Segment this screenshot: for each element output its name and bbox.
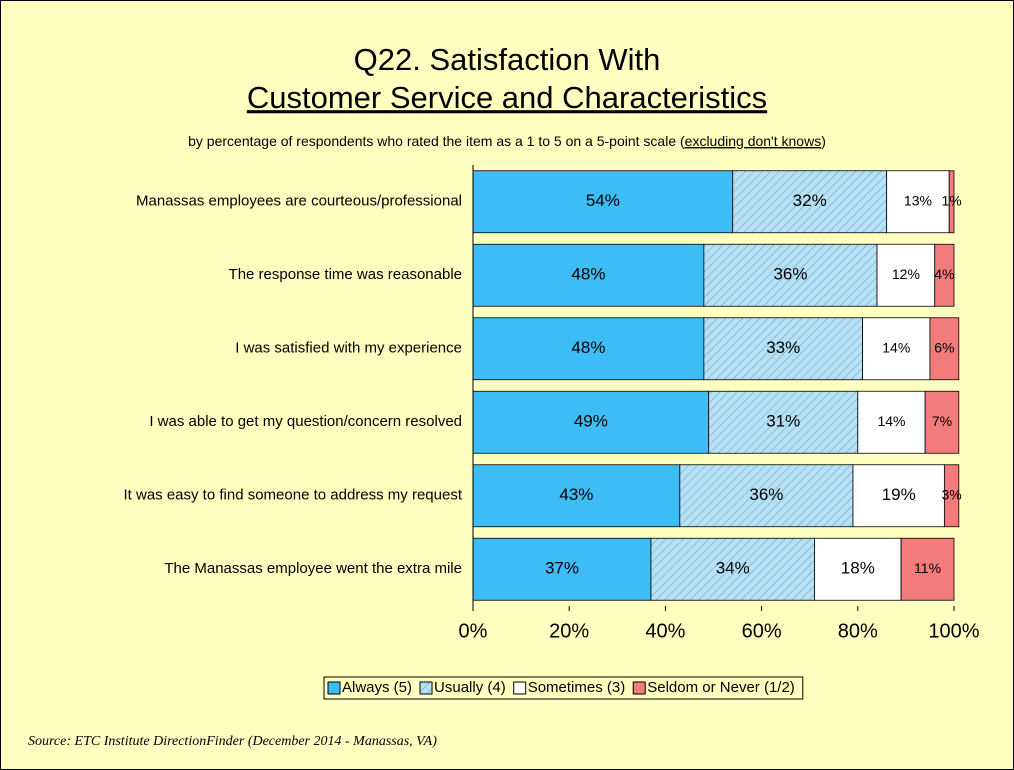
data-label: 1% (941, 192, 961, 208)
data-label: 34% (716, 559, 750, 578)
legend-label: Always (5) (342, 679, 412, 696)
bar-segment (679, 464, 854, 528)
chart-title: Customer Service and Characteristics (247, 80, 767, 115)
bar-segment (472, 243, 705, 307)
source: Source: ETC Institute DirectionFinder (D… (28, 734, 437, 749)
y-tick-label: I was satisfied with my experience (235, 340, 462, 357)
bar-segment (650, 537, 815, 601)
x-tick-label: 60% (742, 620, 782, 642)
bar-segment (708, 390, 859, 454)
bar-segment (814, 537, 902, 601)
bar-segment (943, 464, 960, 528)
data-label: 14% (877, 413, 905, 429)
data-label: 3% (941, 486, 961, 502)
bar-segment (876, 243, 936, 307)
y-tick-label: The Manassas employee went the extra mil… (164, 560, 462, 577)
x-tick-label: 20% (549, 620, 589, 642)
y-tick-label: Manassas employees are courteous/profess… (136, 193, 462, 210)
data-label: 13% (904, 192, 932, 208)
x-tick-label: 0% (459, 620, 488, 642)
bar-segment (703, 243, 878, 307)
data-label: 6% (934, 339, 954, 355)
data-label: 32% (793, 191, 827, 210)
data-label: 43% (559, 485, 593, 504)
bar-segment (900, 537, 955, 601)
x-tick-label: 80% (838, 620, 878, 642)
bar-segment (703, 317, 864, 381)
x-tick-label: 100% (928, 620, 979, 642)
data-label: 31% (766, 412, 800, 431)
bar-segment (472, 170, 734, 234)
bar-segment (852, 464, 945, 528)
y-tick-label: I was able to get my question/concern re… (149, 413, 462, 430)
legend-swatch (327, 681, 341, 695)
data-label: 54% (586, 191, 620, 210)
data-label: 12% (892, 266, 920, 282)
y-tick-label: It was easy to find someone to address m… (123, 487, 462, 504)
data-label: 33% (766, 338, 800, 357)
data-label: 18% (841, 559, 875, 578)
data-label: 49% (574, 412, 608, 431)
bar-segment (886, 170, 950, 234)
data-label: 4% (934, 266, 954, 282)
data-label: 7% (932, 413, 952, 429)
bar-segment (472, 464, 681, 528)
bar-segment (472, 390, 710, 454)
legend-swatch (419, 681, 433, 695)
data-label: 36% (773, 265, 807, 284)
bar-segment (472, 537, 652, 601)
bar-segment (924, 390, 960, 454)
legend-label: Usually (4) (434, 679, 506, 696)
legend-label: Seldom or Never (1/2) (647, 679, 795, 696)
x-tick-label: 40% (645, 620, 685, 642)
bar-segment (472, 317, 705, 381)
legend-swatch (513, 681, 527, 695)
chart-title: Q22. Satisfaction With (354, 42, 661, 77)
bar-segment (732, 170, 888, 234)
legend (323, 676, 804, 700)
legend-swatch (632, 681, 646, 695)
bar-segment (934, 243, 955, 307)
subtitle: by percentage of respondents who rated t… (188, 133, 826, 149)
bar-segment (948, 170, 955, 234)
data-label: 48% (571, 338, 605, 357)
data-label: 36% (749, 485, 783, 504)
data-label: 48% (571, 265, 605, 284)
data-label: 19% (882, 485, 916, 504)
legend-label: Sometimes (3) (528, 679, 626, 696)
y-tick-label: The response time was reasonable (229, 266, 462, 283)
data-label: 11% (914, 560, 941, 576)
data-label: 37% (545, 559, 579, 578)
bar-segment (929, 317, 960, 381)
bar-segment (862, 317, 931, 381)
data-label: 14% (882, 339, 910, 355)
